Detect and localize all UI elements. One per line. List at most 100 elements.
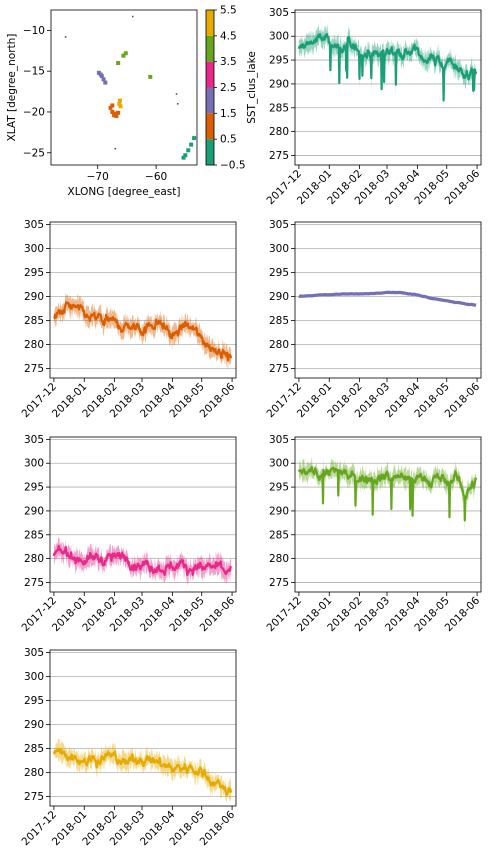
ytick-label: 300 xyxy=(269,243,289,255)
map-xtick-label: −60 xyxy=(145,171,167,183)
cluster-map: −70 −60 −10 −15 −20 −25 XLONG [degree_east] XLA… xyxy=(6,9,198,198)
ytick-label: 295 xyxy=(24,482,44,494)
ytick-label: 285 xyxy=(269,102,289,114)
panel-frame xyxy=(49,649,237,807)
map-speck xyxy=(114,147,117,150)
series-line-cluster-0 xyxy=(297,33,478,102)
ytick-label: 280 xyxy=(24,339,44,351)
map-cluster-1-point xyxy=(112,113,117,118)
timeseries-panel-cluster-2: 2752802852902953003052017-122018-012018-… xyxy=(265,219,483,420)
map-cluster-5-point xyxy=(118,104,123,109)
ytick-label: 290 xyxy=(269,291,289,303)
ytick-label: 290 xyxy=(269,505,289,517)
colorbar-tick-label: 1.5 xyxy=(220,108,237,120)
map-ytick-label: −25 xyxy=(23,147,45,159)
map-frame xyxy=(50,9,198,166)
map-speck xyxy=(176,103,179,105)
timeseries-panel-cluster-5: 2752802852902953003052017-122018-012018-… xyxy=(20,647,238,848)
colorbar-tick-label: 4.5 xyxy=(220,30,237,42)
timeseries-panel-cluster-3: 2752802852902953003052017-122018-012018-… xyxy=(20,434,238,634)
map-cluster-0-point xyxy=(189,142,194,147)
map-cluster-0-point xyxy=(183,153,188,158)
ytick-label: 300 xyxy=(269,458,289,470)
timeseries-panel-cluster-1: 2752802852902953003052017-122018-012018-… xyxy=(20,219,238,420)
map-cluster-0-point xyxy=(186,148,191,153)
series-line-cluster-5 xyxy=(52,747,233,796)
ytick-label: 290 xyxy=(24,719,44,731)
ytick-label: 280 xyxy=(269,553,289,565)
colorbar: 5.5 4.5 3.5 2.5 1.5 0.5 −0.5 SST_clus_lake xyxy=(205,5,258,172)
map-cluster-4-point xyxy=(123,51,128,56)
panel-frame xyxy=(294,9,482,166)
ytick-label: 305 xyxy=(269,219,289,231)
series-band-cluster-5 xyxy=(53,737,232,803)
ytick-label: 290 xyxy=(269,78,289,90)
ytick-label: 275 xyxy=(24,577,44,589)
map-cluster-4-point xyxy=(116,61,121,66)
timeseries-panel-cluster-0: 2752802852902953003052017-122018-012018-… xyxy=(265,7,483,207)
map-cluster-2-point xyxy=(98,72,103,77)
ytick-label: 275 xyxy=(24,791,44,803)
map-cluster-5-point xyxy=(117,98,122,103)
colorbar-segment xyxy=(206,10,214,36)
ytick-label: 300 xyxy=(24,458,44,470)
ytick-label: 295 xyxy=(24,695,44,707)
panel-frame xyxy=(294,436,482,593)
map-speck xyxy=(64,36,67,38)
ytick-label: 295 xyxy=(24,267,44,279)
map-ytick-label: −15 xyxy=(23,66,45,78)
ytick-label: 275 xyxy=(269,577,289,589)
map-ylabel: XLAT [degree_north] xyxy=(6,34,18,142)
ytick-label: 290 xyxy=(24,291,44,303)
colorbar-label: SST_clus_lake xyxy=(246,51,258,124)
map-ytick-label: −20 xyxy=(23,106,45,118)
map-cluster-1-point xyxy=(110,109,115,114)
ytick-label: 305 xyxy=(24,219,44,231)
ytick-label: 305 xyxy=(269,7,289,19)
ytick-label: 285 xyxy=(24,743,44,755)
colorbar-segment xyxy=(206,139,214,165)
series-band-cluster-0 xyxy=(298,23,477,109)
colorbar-segment xyxy=(206,61,214,88)
map-cluster-0-point xyxy=(181,155,186,160)
colorbar-tick-label: 0.5 xyxy=(220,134,237,146)
map-ytick-label: −10 xyxy=(23,25,45,37)
panel-frame xyxy=(294,221,482,379)
panel-frame xyxy=(49,221,237,379)
series-band-cluster-4 xyxy=(298,456,477,532)
series-line-cluster-2 xyxy=(297,290,478,307)
ytick-label: 300 xyxy=(24,671,44,683)
ytick-label: 275 xyxy=(269,363,289,375)
ytick-label: 285 xyxy=(24,529,44,541)
map-cluster-5-point xyxy=(117,101,122,106)
colorbar-segment xyxy=(206,113,214,140)
ytick-label: 305 xyxy=(24,647,44,659)
series-line-cluster-3 xyxy=(52,544,232,576)
ytick-label: 280 xyxy=(269,339,289,351)
ytick-label: 295 xyxy=(269,482,289,494)
ytick-label: 280 xyxy=(24,553,44,565)
ytick-label: 305 xyxy=(24,434,44,446)
ytick-label: 275 xyxy=(269,150,289,162)
map-speck xyxy=(131,15,134,18)
map-cluster-1-point xyxy=(108,105,113,110)
ytick-label: 295 xyxy=(269,267,289,279)
map-cluster-2-point xyxy=(101,77,106,82)
ytick-label: 285 xyxy=(269,315,289,327)
map-cluster-2-point xyxy=(103,80,108,85)
map-speck xyxy=(175,93,178,95)
map-cluster-0-point xyxy=(192,136,197,141)
panel-background xyxy=(295,222,481,378)
ytick-label: 290 xyxy=(24,505,44,517)
colorbar-segment xyxy=(206,87,214,114)
ytick-label: 295 xyxy=(269,55,289,67)
ytick-label: 280 xyxy=(24,767,44,779)
map-xlabel: XLONG [degree_east] xyxy=(68,186,181,198)
series-line-cluster-4 xyxy=(297,466,478,522)
ytick-label: 285 xyxy=(269,529,289,541)
colorbar-segment xyxy=(206,35,214,62)
colorbar-tick-label: 2.5 xyxy=(220,82,237,94)
colorbar-tick-label: 3.5 xyxy=(220,56,237,68)
colorbar-tick-label: 5.5 xyxy=(220,5,237,17)
series-line-cluster-1 xyxy=(53,301,233,362)
